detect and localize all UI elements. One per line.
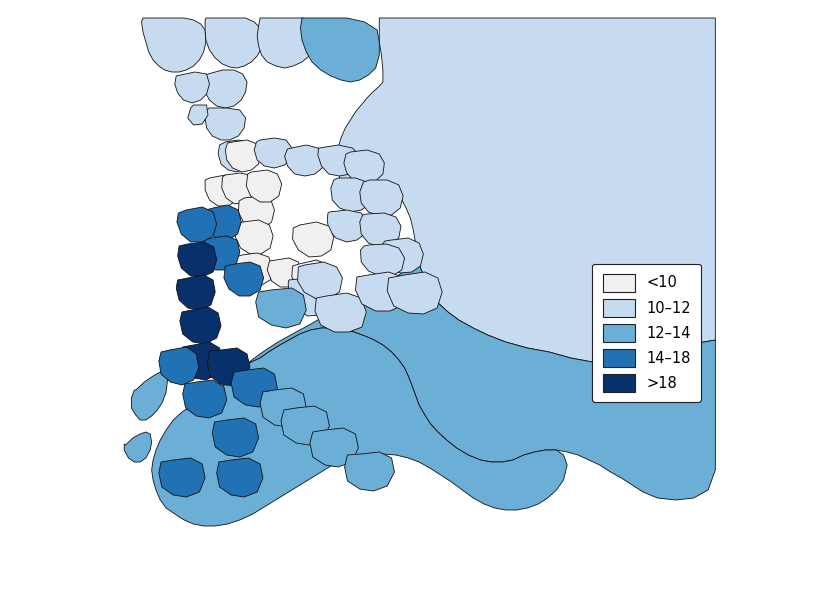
Polygon shape bbox=[356, 272, 407, 311]
Polygon shape bbox=[285, 145, 324, 176]
Polygon shape bbox=[257, 18, 318, 68]
Polygon shape bbox=[222, 173, 255, 204]
Polygon shape bbox=[297, 262, 342, 299]
Polygon shape bbox=[201, 236, 240, 270]
Polygon shape bbox=[207, 348, 250, 386]
Polygon shape bbox=[381, 238, 423, 273]
Polygon shape bbox=[152, 328, 567, 526]
Polygon shape bbox=[159, 458, 205, 497]
Polygon shape bbox=[236, 220, 273, 254]
Polygon shape bbox=[254, 138, 292, 168]
Polygon shape bbox=[226, 140, 260, 172]
Polygon shape bbox=[318, 145, 360, 176]
Polygon shape bbox=[281, 406, 329, 445]
Polygon shape bbox=[142, 18, 206, 72]
Polygon shape bbox=[360, 180, 403, 216]
Polygon shape bbox=[360, 213, 401, 247]
Polygon shape bbox=[224, 262, 264, 296]
Polygon shape bbox=[336, 18, 716, 362]
Polygon shape bbox=[256, 288, 307, 328]
Polygon shape bbox=[177, 242, 217, 277]
Polygon shape bbox=[260, 388, 307, 427]
Polygon shape bbox=[238, 196, 275, 228]
Polygon shape bbox=[238, 255, 716, 500]
Polygon shape bbox=[331, 178, 373, 212]
Polygon shape bbox=[205, 175, 240, 206]
Polygon shape bbox=[315, 293, 367, 332]
Polygon shape bbox=[218, 140, 252, 172]
Polygon shape bbox=[387, 272, 442, 314]
Polygon shape bbox=[267, 258, 302, 287]
Polygon shape bbox=[217, 458, 263, 497]
Polygon shape bbox=[288, 278, 334, 316]
Polygon shape bbox=[205, 18, 263, 68]
Polygon shape bbox=[180, 307, 221, 344]
Polygon shape bbox=[177, 207, 217, 242]
Legend: <10, 10–12, 12–14, 14–18, >18: <10, 10–12, 12–14, 14–18, >18 bbox=[592, 264, 701, 402]
Polygon shape bbox=[203, 70, 247, 108]
Polygon shape bbox=[187, 105, 208, 125]
Polygon shape bbox=[361, 244, 405, 276]
Polygon shape bbox=[177, 275, 215, 310]
Polygon shape bbox=[301, 18, 379, 82]
Polygon shape bbox=[327, 210, 367, 242]
Polygon shape bbox=[175, 72, 209, 103]
Polygon shape bbox=[182, 380, 227, 418]
Polygon shape bbox=[231, 368, 277, 407]
Polygon shape bbox=[124, 432, 152, 462]
Polygon shape bbox=[345, 452, 395, 491]
Polygon shape bbox=[292, 260, 334, 294]
Polygon shape bbox=[212, 418, 258, 457]
Polygon shape bbox=[234, 253, 273, 286]
Polygon shape bbox=[181, 342, 222, 380]
Polygon shape bbox=[159, 347, 198, 385]
Polygon shape bbox=[310, 428, 358, 467]
Polygon shape bbox=[205, 108, 246, 140]
Polygon shape bbox=[344, 150, 384, 183]
Polygon shape bbox=[247, 170, 282, 202]
Polygon shape bbox=[292, 222, 334, 257]
Polygon shape bbox=[205, 205, 242, 240]
Polygon shape bbox=[132, 370, 167, 420]
